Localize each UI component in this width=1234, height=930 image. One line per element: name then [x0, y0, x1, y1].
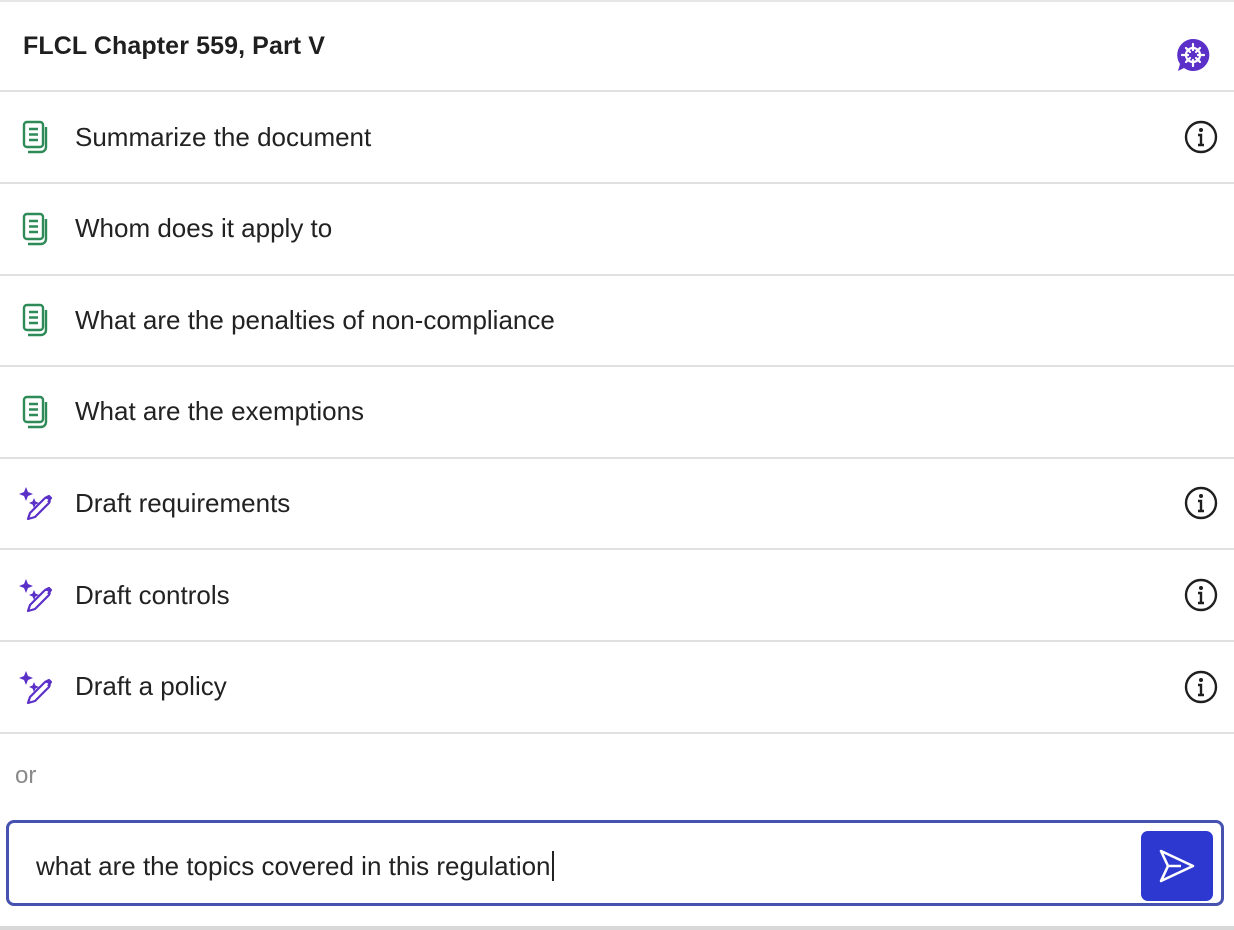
prompt-summarize-the-document[interactable]: Summarize the document	[0, 92, 1234, 184]
prompt-label: What are the penalties of non-compliance	[75, 304, 555, 335]
prompt-whom-does-it-apply-to[interactable]: Whom does it apply to	[0, 184, 1234, 276]
prompt-label: Draft controls	[75, 579, 230, 610]
prompt-label: Draft a policy	[75, 671, 227, 702]
info-icon[interactable]	[1184, 120, 1218, 154]
or-separator-label: or	[15, 762, 37, 789]
send-icon	[1159, 849, 1195, 883]
prompt-draft-controls[interactable]: Draft controls	[0, 550, 1234, 642]
bottom-divider	[0, 926, 1234, 930]
document-icon	[18, 211, 54, 247]
question-input-text[interactable]: what are the topics covered in this regu…	[36, 851, 554, 881]
page-title: FLCL Chapter 559, Part V	[23, 31, 326, 60]
chat-assistant-logo-icon[interactable]	[1176, 38, 1210, 72]
document-icon	[18, 302, 54, 338]
document-icon	[18, 119, 54, 155]
top-divider	[0, 0, 1234, 2]
prompt-draft-requirements[interactable]: Draft requirements	[0, 458, 1234, 551]
info-icon[interactable]	[1184, 670, 1218, 704]
sparkle-pen-icon	[18, 669, 54, 705]
prompt-label: Draft requirements	[75, 487, 291, 518]
send-button[interactable]	[1141, 831, 1213, 901]
sparkle-pen-icon	[18, 485, 54, 521]
info-icon[interactable]	[1184, 486, 1218, 520]
document-icon	[18, 394, 54, 430]
sparkle-pen-icon	[18, 577, 54, 613]
prompt-label: Summarize the document	[75, 121, 372, 152]
prompt-what-are-the-exemptions[interactable]: What are the exemptions	[0, 367, 1234, 459]
prompt-label: What are the exemptions	[75, 396, 365, 427]
panel-header: FLCL Chapter 559, Part V	[0, 2, 1234, 92]
question-input[interactable]: what are the topics covered in this regu…	[6, 820, 1224, 906]
info-icon[interactable]	[1184, 578, 1218, 612]
prompt-what-are-the-penalties-of-non-compliance[interactable]: What are the penalties of non-compliance	[0, 275, 1234, 368]
prompt-label: Whom does it apply to	[75, 213, 333, 244]
prompt-draft-a-policy[interactable]: Draft a policy	[0, 642, 1234, 734]
